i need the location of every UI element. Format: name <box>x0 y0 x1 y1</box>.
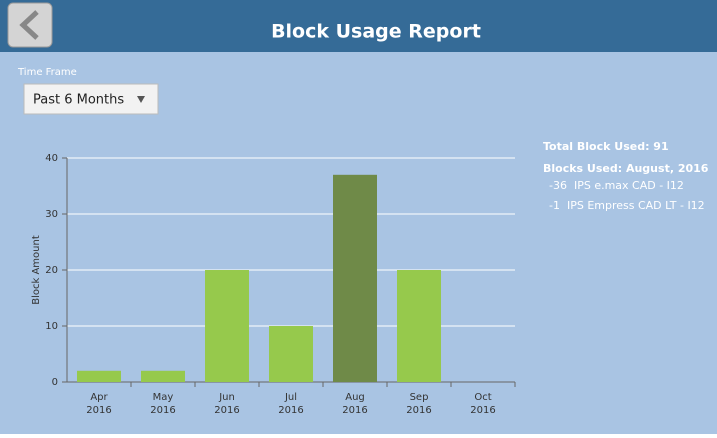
y-tick-label: 40 <box>45 153 58 164</box>
bar <box>205 270 249 382</box>
bar <box>397 270 441 382</box>
bar <box>77 370 121 382</box>
back-button-bg <box>7 2 53 48</box>
y-tick-label: 20 <box>45 265 58 276</box>
dropdown-value: Past 6 Months <box>33 93 124 108</box>
header-title: Block Usage Report <box>271 21 481 43</box>
back-button[interactable] <box>7 2 53 48</box>
y-tick-label: 10 <box>45 321 58 332</box>
bar <box>333 174 377 382</box>
bar <box>269 326 313 382</box>
detail-title: Blocks Used: August, 2016 <box>543 162 709 175</box>
x-tick-label: Apr 2016 <box>86 392 111 416</box>
x-tick-label: Jun 2016 <box>214 392 239 416</box>
bar <box>141 370 185 382</box>
time-frame-label: Time Frame <box>17 67 77 78</box>
y-axis-label: Block Amount <box>31 235 42 305</box>
x-tick-label: Jul 2016 <box>278 392 303 416</box>
detail-item: -1 IPS Empress CAD LT - I12 <box>549 199 705 212</box>
dropdown-box <box>23 83 159 115</box>
header-bar <box>0 0 717 52</box>
x-tick-label: Oct 2016 <box>470 392 495 416</box>
total-used: Total Block Used: 91 <box>543 140 669 153</box>
x-tick-label: Sep 2016 <box>406 392 431 416</box>
x-tick-label: May 2016 <box>150 392 175 416</box>
back-arrow <box>19 10 39 40</box>
y-tick-label: 0 <box>52 377 58 388</box>
y-tick-label: 30 <box>45 209 58 220</box>
dropdown-arrow <box>137 96 145 103</box>
x-tick-label: Aug 2016 <box>342 392 367 416</box>
detail-item: -36 IPS e.max CAD - I12 <box>549 179 684 192</box>
time-frame-dropdown[interactable]: Past 6 Months <box>23 83 159 115</box>
